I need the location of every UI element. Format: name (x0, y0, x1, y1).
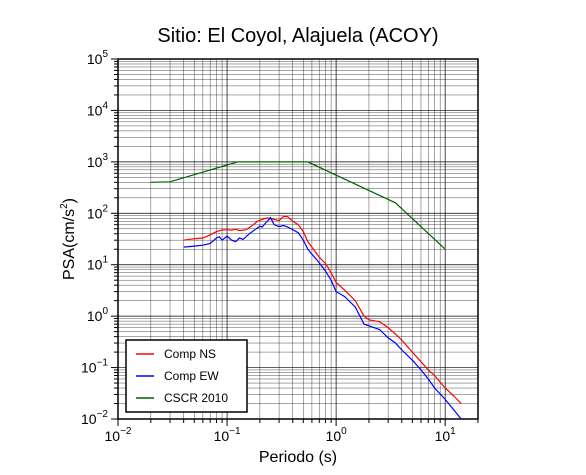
legend-label-cscr-2010: CSCR 2010 (164, 391, 228, 405)
x-axis-label: Periodo (s) (259, 449, 337, 466)
series-lines (150, 161, 462, 420)
x-tick-label: 101 (435, 426, 457, 444)
y-axis-label: PSA(cm/s2) (59, 198, 78, 280)
legend: Comp NS Comp EW CSCR 2010 (125, 339, 248, 413)
series-line-cscr-2010 (150, 161, 446, 250)
series-line-comp-ns (183, 215, 462, 404)
series-line-comp-ew (183, 216, 462, 420)
y-tick-label: 103 (87, 152, 109, 170)
y-tick-label: 105 (87, 49, 109, 67)
x-tick-labels: 10−2 10−1 100 101 (105, 426, 457, 444)
plot-frame (117, 58, 479, 420)
x-tick-label: 10−2 (105, 426, 132, 444)
y-axis-label-close: ) (61, 198, 78, 203)
y-axis-label-superscript: 2 (59, 203, 70, 209)
y-tick-label: 104 (87, 100, 109, 118)
y-tick-label: 100 (87, 306, 109, 324)
y-tick-label: 10−2 (81, 409, 108, 427)
legend-label-comp-ns: Comp NS (164, 347, 216, 361)
axis-ticks (111, 58, 479, 426)
y-tick-label: 102 (87, 203, 109, 221)
x-tick-label: 100 (326, 426, 348, 444)
y-axis-label-base: PSA(cm/s (61, 209, 78, 280)
legend-label-comp-ew: Comp EW (164, 369, 219, 383)
y-tick-label: 10−1 (81, 358, 108, 376)
chart-title: Sitio: El Coyol, Alajuela (ACOY) (157, 25, 438, 47)
y-tick-label: 101 (87, 255, 109, 273)
x-tick-label: 10−1 (214, 426, 241, 444)
y-tick-labels: 10−2 10−1 100 101 102 103 104 105 (81, 49, 108, 427)
